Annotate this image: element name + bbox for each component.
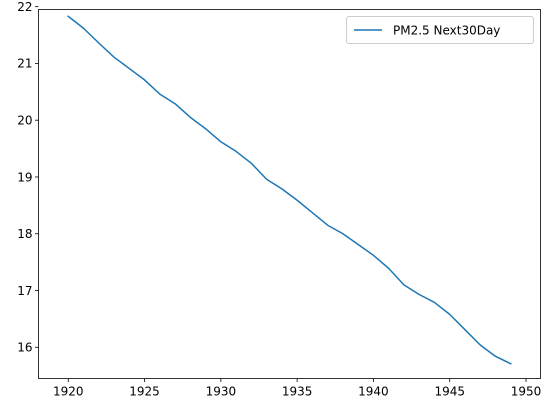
- y-tick-label: 18: [17, 227, 32, 241]
- y-axis-ticks: 16 17 18 19 20 21 22: [17, 0, 39, 355]
- legend-box: [346, 16, 534, 44]
- x-tick-label: 1950: [511, 385, 542, 399]
- x-tick-label: 1925: [129, 385, 160, 399]
- y-tick-label: 21: [17, 57, 32, 71]
- x-tick-label: 1920: [53, 385, 84, 399]
- y-tick-label: 17: [17, 284, 32, 298]
- series-line: [67, 15, 512, 365]
- x-axis-ticks: 1920 1925 1930 1935 1940 1945 1950: [53, 378, 542, 399]
- legend: PM2.5 Next30Day: [346, 16, 534, 44]
- y-tick-label: 19: [17, 170, 32, 184]
- axes-frame: [38, 9, 541, 379]
- legend-label: PM2.5 Next30Day: [393, 23, 500, 37]
- x-tick-label: 1935: [282, 385, 313, 399]
- y-tick-label: 22: [17, 0, 32, 14]
- y-tick-label: 20: [17, 114, 32, 128]
- x-tick-label: 1940: [358, 385, 389, 399]
- plot-lines: [67, 15, 512, 365]
- y-tick-label: 16: [17, 341, 32, 355]
- x-tick-label: 1945: [434, 385, 465, 399]
- x-tick-label: 1930: [206, 385, 237, 399]
